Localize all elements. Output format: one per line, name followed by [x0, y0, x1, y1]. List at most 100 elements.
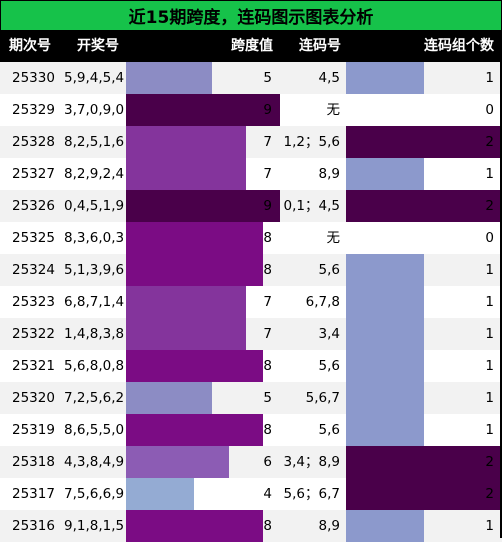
lianma-cell: 1,2；5,6 — [283, 134, 340, 150]
span-bar — [126, 446, 229, 478]
table-row: 25326 0,4,5,1,9 9 0,1；4,5 2 — [0, 190, 502, 222]
table-row: 25322 1,4,8,3,8 7 3,4 1 — [0, 318, 502, 350]
span-value-cell: 6 — [263, 454, 272, 470]
period-cell: 25330 — [12, 70, 55, 86]
span-bar — [126, 318, 246, 350]
count-cell: 1 — [485, 422, 494, 438]
span-bar — [126, 382, 212, 414]
numbers-cell: 3,7,0,9,0 — [64, 102, 125, 118]
span-bar — [126, 286, 246, 318]
count-cell: 1 — [485, 70, 494, 86]
numbers-cell: 9,1,8,1,5 — [64, 518, 125, 534]
count-cell: 1 — [485, 358, 494, 374]
table-row: 25318 4,3,8,4,9 6 3,4；8,9 2 — [0, 446, 502, 478]
period-cell: 25329 — [12, 102, 55, 118]
count-bar — [346, 254, 424, 286]
count-bar — [346, 446, 500, 478]
table-row: 25330 5,9,4,5,4 5 4,5 1 — [0, 62, 502, 94]
span-value-cell: 9 — [263, 102, 272, 118]
numbers-cell: 4,3,8,4,9 — [64, 454, 125, 470]
span-value-cell: 8 — [263, 358, 272, 374]
count-bar — [346, 62, 424, 94]
count-cell: 2 — [485, 198, 494, 214]
page-title: 近15期跨度，连码图示图表分析 — [0, 0, 502, 31]
period-cell: 25327 — [12, 166, 55, 182]
numbers-cell: 5,6,8,0,8 — [64, 358, 125, 374]
lianma-cell: 5,6 — [318, 422, 340, 438]
span-bar — [126, 126, 246, 158]
count-bar — [346, 318, 424, 350]
count-bar — [346, 414, 424, 446]
count-cell: 0 — [485, 102, 494, 118]
lianma-cell: 8,9 — [318, 518, 340, 534]
count-bar — [346, 286, 424, 318]
table-row: 25327 8,2,9,2,4 7 8,9 1 — [0, 158, 502, 190]
numbers-cell: 1,4,8,3,8 — [64, 326, 125, 342]
count-cell: 1 — [485, 326, 494, 342]
span-value-cell: 8 — [263, 422, 272, 438]
period-cell: 25324 — [12, 262, 55, 278]
span-value-cell: 8 — [263, 518, 272, 534]
numbers-cell: 5,1,3,9,6 — [64, 262, 125, 278]
header-lianma: 连码号 — [299, 38, 341, 54]
numbers-cell: 7,5,6,6,9 — [64, 486, 125, 502]
span-bar — [126, 62, 212, 94]
period-cell: 25325 — [12, 230, 55, 246]
table-row: 25325 8,3,6,0,3 8 无 0 — [0, 222, 502, 254]
numbers-cell: 5,9,4,5,4 — [64, 70, 125, 86]
lianma-cell: 3,4；8,9 — [283, 454, 340, 470]
lianma-cell: 5,6；6,7 — [283, 486, 340, 502]
right-divider — [500, 62, 502, 538]
table-row: 25321 5,6,8,0,8 8 5,6 1 — [0, 350, 502, 382]
span-value-cell: 9 — [263, 198, 272, 214]
header-numbers: 开奖号 — [77, 38, 119, 54]
span-bar — [126, 254, 263, 286]
count-bar — [346, 350, 424, 382]
count-cell: 0 — [485, 230, 494, 246]
period-cell: 25328 — [12, 134, 55, 150]
span-bar — [126, 158, 246, 190]
table-row: 25317 7,5,6,6,9 4 5,6；6,7 2 — [0, 478, 502, 510]
count-bar — [346, 158, 424, 190]
span-value-cell: 5 — [263, 390, 272, 406]
period-cell: 25316 — [12, 518, 55, 534]
lianma-cell: 5,6 — [318, 262, 340, 278]
lianma-cell: 8,9 — [318, 166, 340, 182]
lianma-cell: 无 — [326, 230, 341, 246]
span-bar — [126, 350, 263, 382]
span-value-cell: 5 — [263, 70, 272, 86]
numbers-cell: 7,2,5,6,2 — [64, 390, 125, 406]
lianma-cell: 4,5 — [318, 70, 340, 86]
table-row: 25319 8,6,5,5,0 8 5,6 1 — [0, 414, 502, 446]
lianma-cell: 6,7,8 — [305, 294, 340, 310]
table-row: 25316 9,1,8,1,5 8 8,9 1 — [0, 510, 502, 542]
period-cell: 25318 — [12, 454, 55, 470]
span-bar — [126, 478, 194, 510]
count-bar — [346, 510, 424, 542]
span-bar — [126, 510, 263, 542]
count-cell: 2 — [485, 134, 494, 150]
count-cell: 1 — [485, 294, 494, 310]
data-table: 25330 5,9,4,5,4 5 4,5 1 25329 3,7,0,9,0 9 无 0 2532… — [0, 62, 502, 542]
table-row: 25323 6,8,7,1,4 7 6,7,8 1 — [0, 286, 502, 318]
lianma-cell: 3,4 — [318, 326, 340, 342]
numbers-cell: 8,6,5,5,0 — [64, 422, 125, 438]
count-bar — [346, 190, 500, 222]
period-cell: 25322 — [12, 326, 55, 342]
span-value-cell: 7 — [263, 326, 272, 342]
numbers-cell: 8,3,6,0,3 — [64, 230, 125, 246]
table-row: 25329 3,7,0,9,0 9 无 0 — [0, 94, 502, 126]
count-bar — [346, 382, 424, 414]
numbers-cell: 0,4,5,1,9 — [64, 198, 125, 214]
table-header: 期次号 开奖号 跨度值 连码号 连码组个数 — [0, 31, 502, 62]
period-cell: 25326 — [12, 198, 55, 214]
period-cell: 25320 — [12, 390, 55, 406]
span-value-cell: 8 — [263, 262, 272, 278]
period-cell: 25323 — [12, 294, 55, 310]
numbers-cell: 6,8,7,1,4 — [64, 294, 125, 310]
span-value-cell: 7 — [263, 134, 272, 150]
period-cell: 25321 — [12, 358, 55, 374]
span-value-cell: 4 — [263, 486, 272, 502]
table-row: 25324 5,1,3,9,6 8 5,6 1 — [0, 254, 502, 286]
span-value-cell: 8 — [263, 230, 272, 246]
